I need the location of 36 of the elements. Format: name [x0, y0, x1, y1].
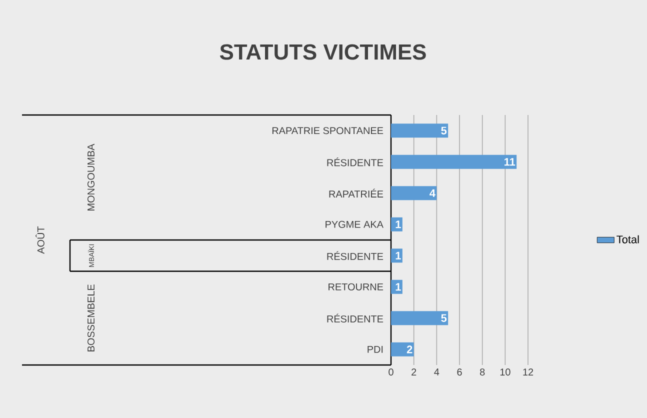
bar — [391, 124, 448, 138]
x-tick-label: 2 — [412, 368, 416, 376]
y-tick-label: RETOURNE — [328, 283, 384, 290]
x-tick-label: 10 — [500, 368, 510, 376]
data-label: 4 — [430, 189, 436, 197]
data-label: 5 — [441, 126, 447, 134]
data-label: 1 — [396, 252, 401, 260]
x-tick-label: 6 — [457, 368, 462, 376]
bar — [391, 311, 448, 326]
text: BOSSEMBELE — [87, 284, 95, 352]
x-tick-label: 8 — [480, 368, 485, 376]
data-label: 2 — [406, 346, 412, 354]
bar — [391, 280, 402, 294]
bar — [391, 248, 402, 263]
data-label: 1 — [396, 283, 401, 291]
y-tick-label: PYGME AKA — [326, 220, 384, 228]
bar — [391, 342, 414, 356]
x-tick-label: 4 — [434, 368, 440, 376]
y-tick-label: RAPATRIE SPONTANEE — [272, 127, 384, 134]
bar — [391, 186, 437, 200]
text: AOÛT — [36, 226, 44, 254]
chart-title: STATUTS VICTIMES — [220, 44, 426, 60]
bar — [391, 154, 517, 169]
x-tick-label: 12 — [523, 368, 534, 376]
data-label: 1 — [396, 220, 401, 228]
y-tick-label: RÉSIDENTE — [327, 314, 384, 322]
legend-label: Total — [616, 235, 639, 244]
x-tick-label: 0 — [388, 368, 394, 376]
text: MONGOUMBA — [87, 144, 95, 210]
y-tick-label: RÉSIDENTE — [327, 251, 384, 260]
y-tick-label: RAPATRIÉE — [329, 188, 384, 198]
y-tick-label: RÉSIDENTE — [327, 158, 384, 166]
data-label: 11 — [504, 158, 516, 166]
y-tick-label: PDI — [368, 346, 383, 353]
bar — [391, 217, 402, 232]
data-label: 5 — [441, 314, 447, 322]
